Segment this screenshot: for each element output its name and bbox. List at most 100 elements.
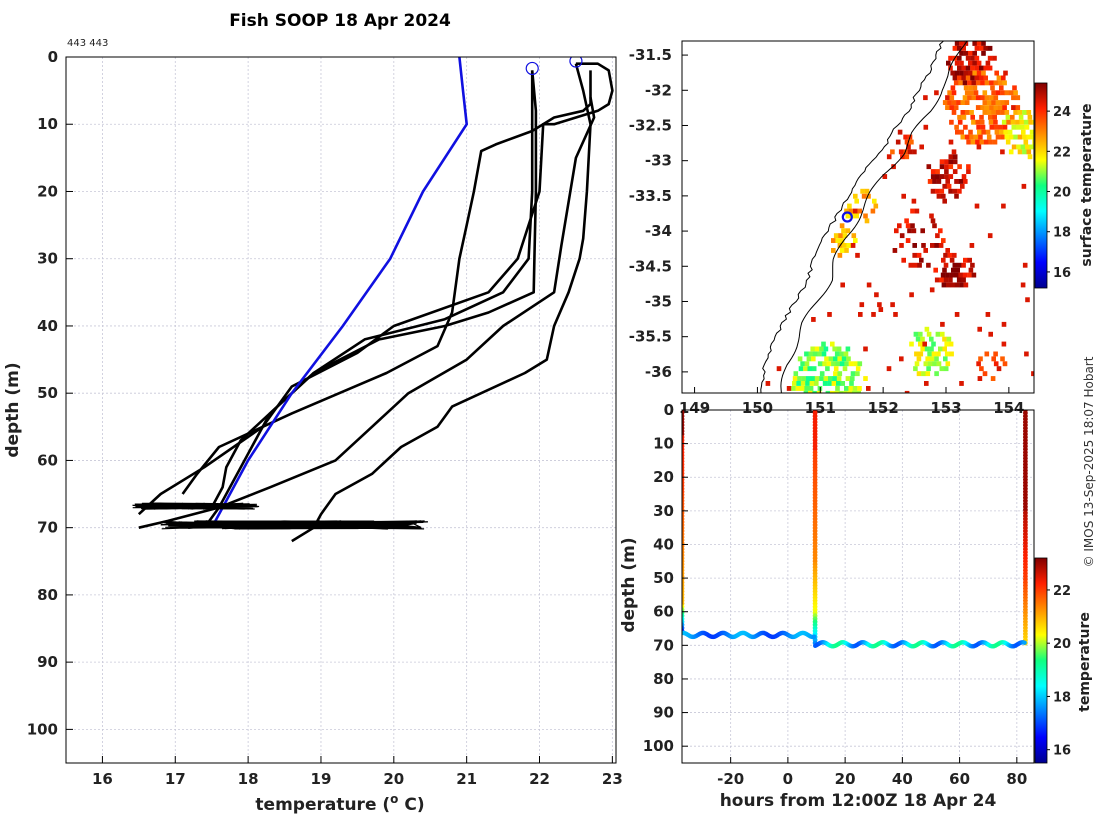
sst-pixel: [810, 346, 815, 352]
sst-pixel: [833, 366, 839, 372]
sst-pixel: [983, 45, 988, 51]
sst-pixel: [953, 80, 959, 86]
sst-pixel: [971, 119, 976, 125]
sst-pixel: [857, 208, 862, 214]
sst-pixel: [948, 55, 953, 61]
sst-pixel: [864, 218, 870, 224]
sst-pixel: [934, 356, 939, 362]
sst-pixel: [850, 243, 856, 248]
sst-pixel: [988, 114, 993, 120]
sst-pixel: [995, 90, 1001, 96]
sst-pixel: [934, 243, 939, 248]
sst-pixel: [950, 70, 955, 76]
sst-pixel: [894, 228, 899, 234]
sst-pixel: [827, 381, 832, 386]
sst-pixel: [776, 366, 782, 372]
sst-pixel: [971, 95, 977, 101]
sst-pixel: [979, 139, 985, 145]
sst-pixel: [920, 346, 925, 352]
sst-pixel: [848, 386, 853, 391]
sst-pixel: [926, 331, 932, 337]
sst-colorbar-ticks: 16 18 20 22 24: [1047, 105, 1071, 281]
sst-pixel: [835, 386, 840, 391]
sst-pixel: [874, 292, 879, 298]
sst-pixel: [897, 129, 903, 135]
sst-pixel: [976, 144, 982, 150]
sst-pixel: [932, 361, 937, 367]
lat-tick-label: -33: [645, 152, 672, 170]
bottom-sample: [812, 634, 817, 639]
sst-pixel: [946, 336, 952, 342]
sst-pixel: [935, 188, 940, 194]
sst-pixel: [963, 70, 969, 76]
colorbar-tick-label: 16: [1053, 744, 1071, 759]
sst-pixel: [814, 376, 820, 381]
sst-pixel: [969, 90, 974, 96]
sst-pixel: [972, 50, 977, 56]
sst-pixel: [975, 95, 981, 101]
sst-pixel: [970, 75, 975, 81]
sst-pixel: [945, 361, 951, 367]
sst-pixel: [866, 193, 871, 199]
sst-pixel: [985, 312, 991, 317]
profile-cast-2: [203, 70, 592, 529]
sst-pixel: [852, 390, 857, 393]
sst-pixel: [957, 55, 962, 61]
sst-pixel: [948, 341, 954, 347]
sst-pixel: [805, 381, 810, 386]
sst-pixel: [933, 267, 938, 273]
y-tick-label: 50: [37, 384, 58, 402]
sst-pixel: [870, 208, 876, 214]
sst-pixel: [927, 179, 933, 184]
sst-pixel: [948, 277, 953, 283]
profile-axes-box: [65, 56, 617, 764]
sst-pixel: [967, 257, 972, 263]
sst-pixel: [976, 70, 982, 76]
sst-pixel: [988, 119, 994, 125]
sst-pixel: [916, 252, 922, 258]
bottom-trace: [132, 502, 260, 511]
sst-pixel: [979, 119, 985, 125]
sst-pixel: [804, 386, 809, 391]
sst-pixel: [950, 85, 956, 91]
sst-pixel: [839, 351, 844, 357]
sst-pixel: [905, 223, 911, 229]
sst-pixel: [980, 95, 985, 101]
lat-tick-label: -36: [645, 363, 672, 381]
x-tick-label: -20: [717, 770, 744, 788]
sst-pixel: [910, 223, 915, 229]
sst-pixel: [975, 119, 981, 125]
sst-pixel: [941, 257, 946, 263]
sst-pixel: [1005, 114, 1011, 120]
sst-pixel: [1024, 351, 1029, 357]
profile-xlabel: temperature (o C): [255, 792, 424, 815]
sst-pixel: [904, 390, 910, 393]
sst-pixel: [959, 41, 964, 46]
sst-pixel: [940, 321, 945, 327]
sst-pixel: [984, 80, 990, 86]
y-tick-label: 80: [37, 586, 58, 604]
sst-pixel: [929, 336, 934, 342]
sst-pixel: [840, 282, 845, 288]
sst-pixel: [936, 179, 942, 184]
sst-pixel: [1028, 119, 1033, 125]
sst-pixel: [899, 233, 905, 239]
sst-pixel: [890, 302, 895, 308]
sst-pixel: [941, 193, 946, 199]
sst-pixel: [1001, 203, 1006, 209]
profile-cast-4: [181, 70, 534, 495]
sst-pixel: [911, 198, 917, 204]
sst-pixel: [972, 41, 977, 46]
sst-pixel: [992, 114, 997, 120]
lat-tick-label: -34.5: [629, 257, 672, 275]
sst-pixel: [923, 95, 928, 101]
sst-pixel: [853, 361, 858, 367]
sst-pixel: [970, 55, 975, 61]
sst-pixel: [967, 80, 972, 86]
lon-tick-label: 153: [930, 399, 961, 417]
sst-pixel: [975, 139, 980, 145]
vessel-location-marker: [841, 211, 853, 223]
sst-pixel: [979, 366, 984, 372]
sst-pixel: [839, 361, 845, 367]
sst-pixel: [944, 341, 949, 347]
